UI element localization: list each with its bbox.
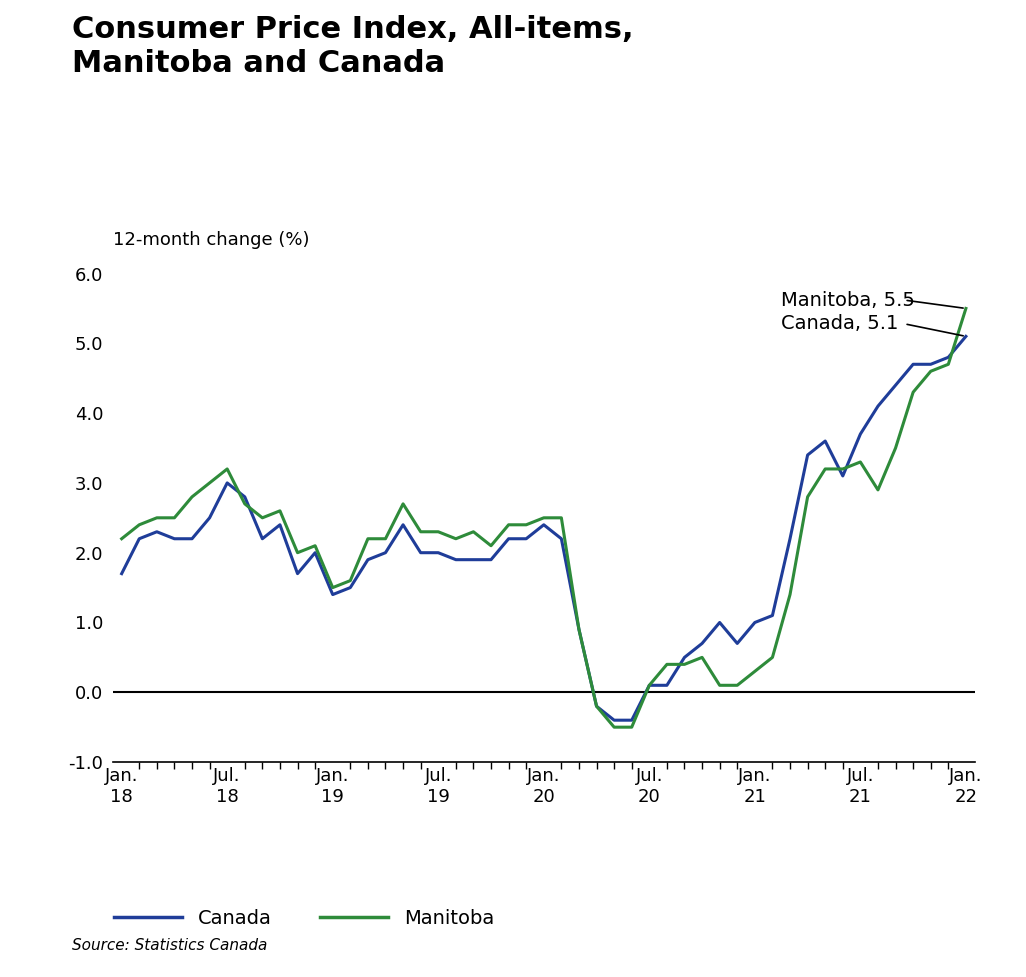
Text: Consumer Price Index, All-items,
Manitoba and Canada: Consumer Price Index, All-items, Manitob…: [72, 15, 633, 78]
Text: Canada, 5.1: Canada, 5.1: [781, 315, 899, 333]
Text: Source: Statistics Canada: Source: Statistics Canada: [72, 938, 267, 953]
Legend: Canada, Manitoba: Canada, Manitoba: [114, 909, 494, 927]
Text: Manitoba, 5.5: Manitoba, 5.5: [781, 290, 915, 310]
Text: 12-month change (%): 12-month change (%): [113, 232, 310, 249]
